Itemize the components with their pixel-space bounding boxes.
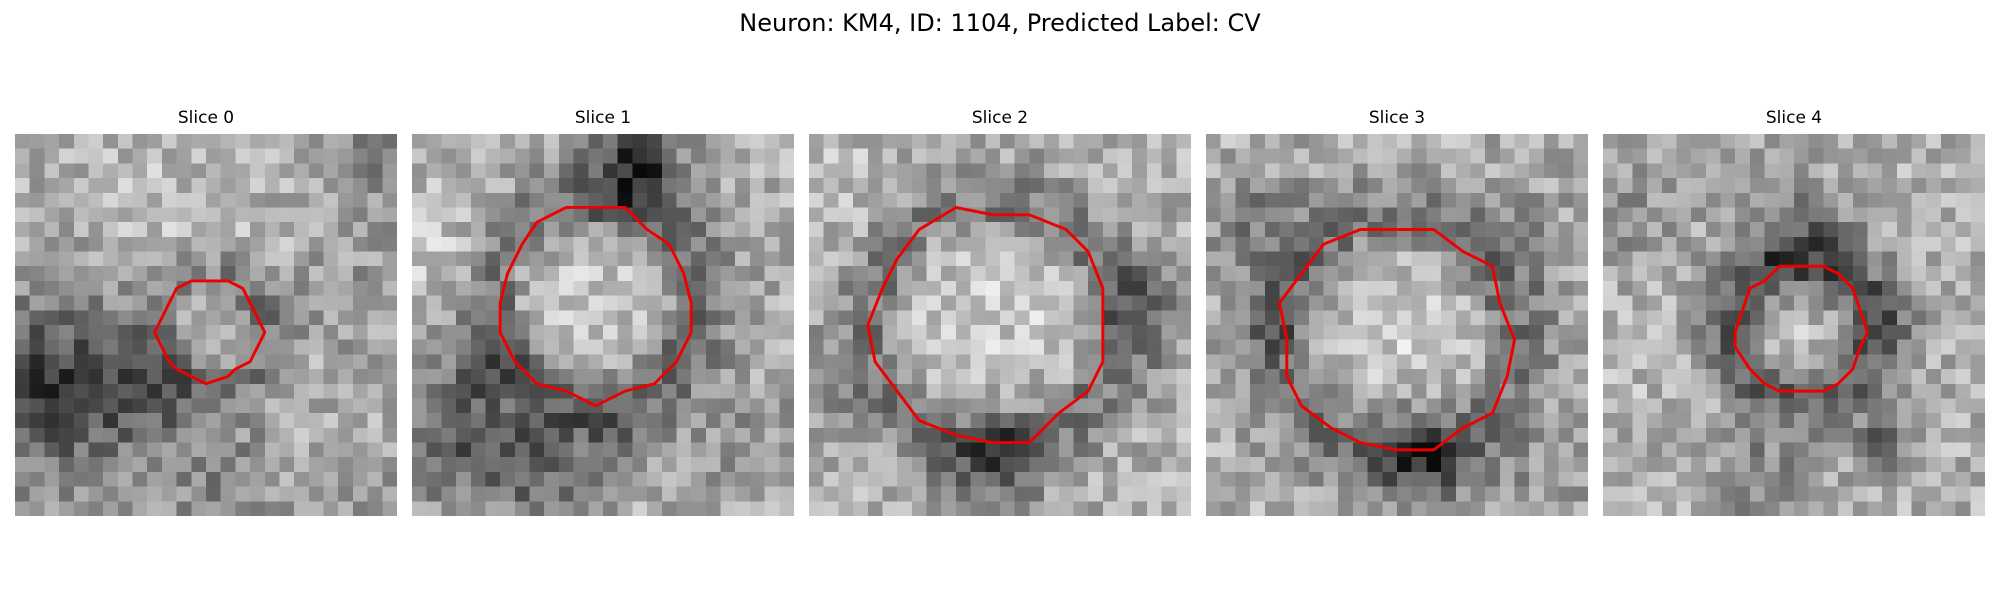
slice-panel-4: Slice 4	[1603, 108, 1985, 516]
contour-outline	[498, 205, 693, 408]
slice-pixels	[15, 134, 397, 516]
slice-title: Slice 1	[574, 108, 632, 128]
slice-image	[412, 134, 794, 516]
slice-panel-2: Slice 2	[809, 108, 1191, 516]
slice-title: Slice 4	[1765, 108, 1823, 128]
slice-pixels	[1206, 134, 1588, 516]
slice-title: Slice 3	[1368, 108, 1426, 128]
slice-image	[1603, 134, 1985, 516]
slice-image	[15, 134, 397, 516]
slice-panel-3: Slice 3	[1206, 108, 1588, 516]
figure-title: Neuron: KM4, ID: 1104, Predicted Label: …	[739, 9, 1261, 37]
contour-outline	[866, 205, 1105, 445]
contour-outline	[1277, 228, 1517, 452]
slice-pixels	[1603, 134, 1985, 516]
contour-outline	[153, 279, 267, 386]
slice-image	[1206, 134, 1588, 516]
slice-pixels	[809, 134, 1191, 516]
slice-title: Slice 0	[177, 108, 235, 128]
contour-outline	[1733, 264, 1869, 393]
slice-pixels	[412, 134, 794, 516]
slice-image	[809, 134, 1191, 516]
slice-panel-1: Slice 1	[412, 108, 794, 516]
slice-panel-0: Slice 0	[15, 108, 397, 516]
slice-title: Slice 2	[971, 108, 1029, 128]
